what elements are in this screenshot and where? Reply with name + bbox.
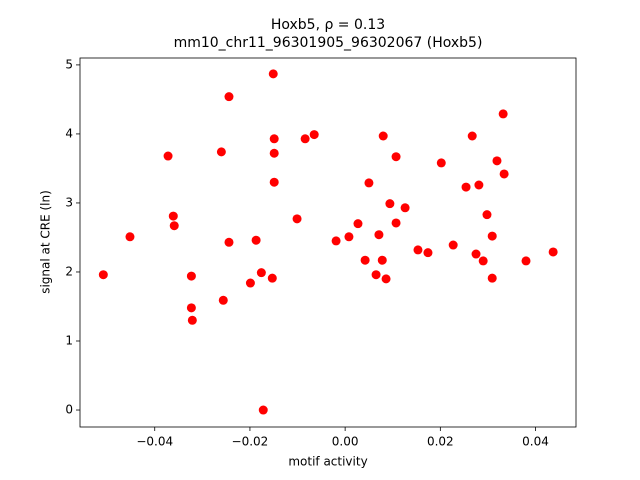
point	[267, 273, 277, 283]
point	[391, 152, 401, 162]
point	[400, 203, 410, 213]
point	[391, 218, 401, 228]
point	[186, 271, 196, 281]
y-tick-label: 4	[65, 126, 73, 140]
x-tick-label: −0.04	[136, 435, 173, 449]
point	[224, 92, 234, 102]
y-tick-label: 0	[65, 403, 73, 417]
plot-frame	[79, 57, 577, 428]
point	[374, 230, 384, 240]
point	[413, 245, 423, 255]
point	[216, 147, 226, 157]
point	[521, 256, 531, 266]
point	[269, 134, 279, 144]
point	[353, 219, 363, 229]
point	[344, 232, 354, 242]
point	[364, 178, 374, 188]
point	[98, 270, 108, 280]
point	[169, 221, 179, 231]
point	[423, 248, 433, 258]
point	[163, 151, 173, 161]
point	[381, 274, 391, 284]
point	[168, 211, 178, 221]
point	[269, 177, 279, 187]
x-axis-label: motif activity	[288, 455, 367, 469]
point	[474, 180, 484, 190]
y-tick-label: 1	[65, 333, 73, 347]
point	[269, 148, 279, 158]
point	[478, 256, 488, 266]
point	[224, 237, 234, 247]
x-tick-label: 0.02	[427, 435, 454, 449]
x-tick-label: 0.04	[522, 435, 549, 449]
point	[492, 156, 502, 166]
point	[360, 255, 370, 265]
point	[385, 199, 395, 209]
y-tick-label: 5	[65, 57, 73, 71]
point	[186, 303, 196, 313]
x-tick-label: −0.02	[232, 435, 269, 449]
chart-title: Hoxb5, ρ = 0.13	[271, 17, 385, 33]
point	[258, 405, 268, 415]
point	[187, 315, 197, 325]
point	[125, 232, 135, 242]
point	[218, 295, 228, 305]
point	[377, 255, 387, 265]
point	[371, 270, 381, 280]
point	[251, 235, 261, 245]
point	[292, 214, 302, 224]
x-tick-label: 0.00	[332, 435, 359, 449]
point	[436, 158, 446, 168]
y-tick-label: 3	[65, 195, 73, 209]
point	[471, 249, 481, 259]
point	[548, 247, 558, 257]
point	[498, 109, 508, 119]
point	[309, 130, 319, 140]
point	[467, 131, 477, 141]
point	[378, 131, 388, 141]
point	[268, 69, 278, 79]
y-axis-label: signal at CRE (ln)	[39, 190, 53, 294]
chart-subtitle: mm10_chr11_96301905_96302067 (Hoxb5)	[174, 35, 483, 51]
y-tick-label: 2	[65, 264, 73, 278]
point	[482, 210, 492, 220]
point	[331, 236, 341, 246]
point	[300, 134, 310, 144]
point	[487, 273, 497, 283]
point	[448, 240, 458, 250]
point	[256, 268, 266, 278]
point	[499, 169, 509, 179]
point	[245, 278, 255, 288]
point	[461, 182, 471, 192]
point	[487, 231, 497, 241]
